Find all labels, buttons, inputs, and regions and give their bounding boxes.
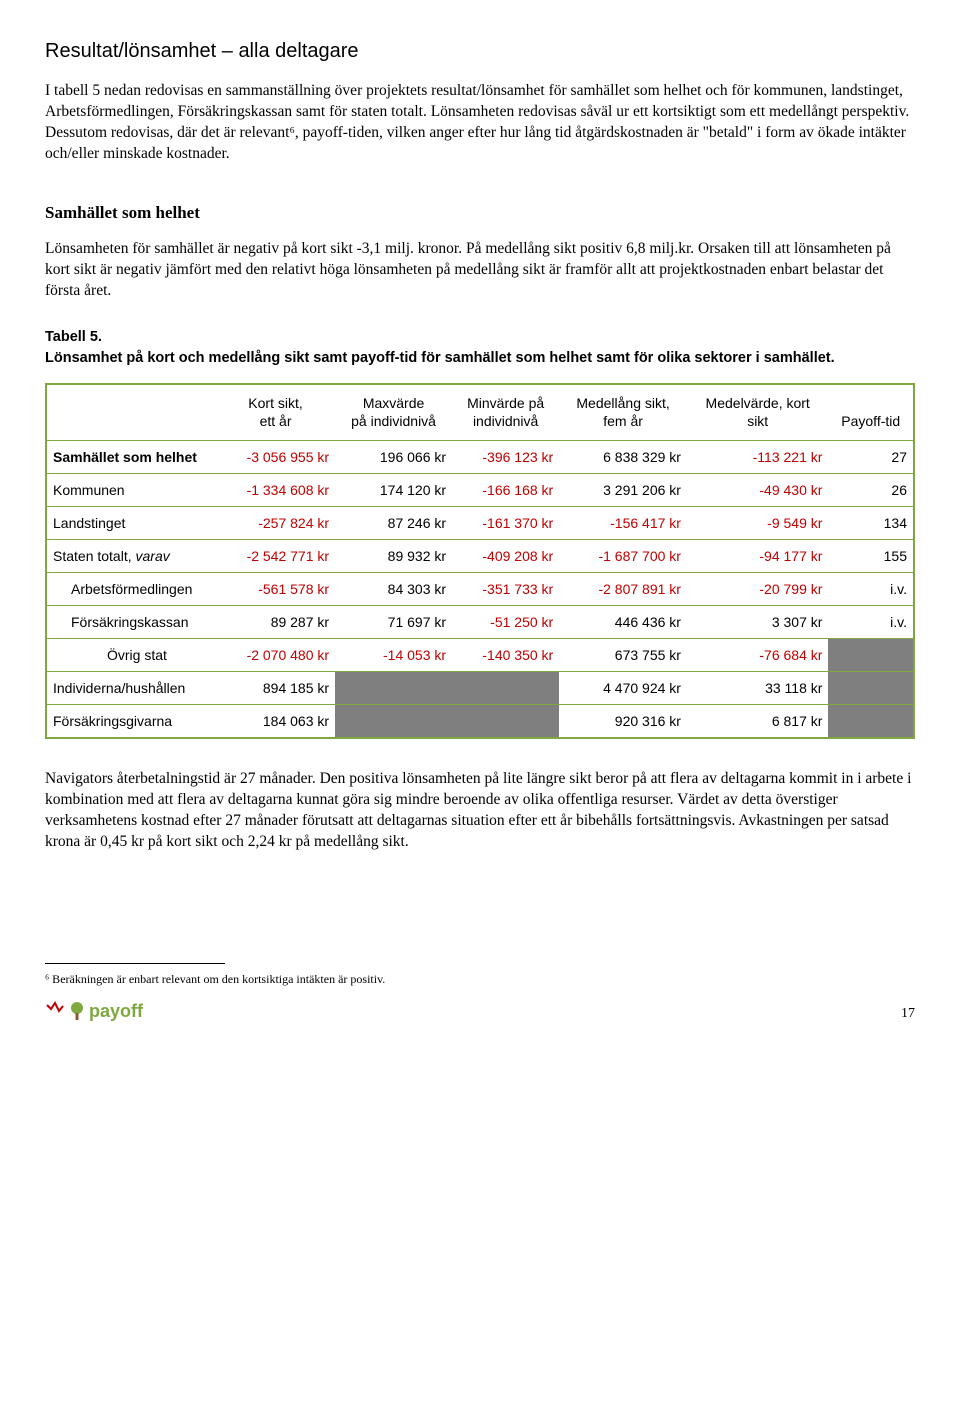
table-cell: 6 838 329 kr <box>559 441 687 474</box>
table-cell: -9 549 kr <box>687 507 828 540</box>
table-cell: -166 168 kr <box>452 474 559 507</box>
table-row: Samhället som helhet-3 056 955 kr196 066… <box>46 441 914 474</box>
table-cell: -257 824 kr <box>216 507 335 540</box>
table-cell: 87 246 kr <box>335 507 452 540</box>
table-cell <box>335 672 452 705</box>
table-cell: -113 221 kr <box>687 441 828 474</box>
table-row: Arbetsförmedlingen-561 578 kr84 303 kr-3… <box>46 573 914 606</box>
closing-paragraph: Navigators återbetalningstid är 27 månad… <box>45 769 915 853</box>
table-row: Individerna/hushållen894 185 kr 4 470 924… <box>46 672 914 705</box>
profitability-table: Kort sikt,ett årMaxvärdepå individnivåMi… <box>45 383 915 739</box>
footnote-separator <box>45 963 225 964</box>
row-label: Försäkringskassan <box>46 606 216 639</box>
table-header-cell: Kort sikt,ett år <box>216 384 335 441</box>
table-cell: 196 066 kr <box>335 441 452 474</box>
table-cell <box>452 672 559 705</box>
table-cell: 6 817 kr <box>687 705 828 739</box>
table-row: Försäkringskassan89 287 kr71 697 kr-51 2… <box>46 606 914 639</box>
table-cell: -14 053 kr <box>335 639 452 672</box>
table-cell <box>335 705 452 739</box>
payoff-logo: payoff <box>45 1001 143 1022</box>
row-label: Arbetsförmedlingen <box>46 573 216 606</box>
table-cell: -51 250 kr <box>452 606 559 639</box>
table-cell: -76 684 kr <box>687 639 828 672</box>
table-cell: 89 287 kr <box>216 606 335 639</box>
table-body: Samhället som helhet-3 056 955 kr196 066… <box>46 441 914 739</box>
table-cell: -156 417 kr <box>559 507 687 540</box>
table-cell: -351 733 kr <box>452 573 559 606</box>
subsection-paragraph: Lönsamheten för samhället är negativ på … <box>45 239 915 302</box>
intro-paragraph: I tabell 5 nedan redovisas en sammanstäl… <box>45 81 915 165</box>
table-cell: -49 430 kr <box>687 474 828 507</box>
table-row: Försäkringsgivarna184 063 kr 920 316 kr6 … <box>46 705 914 739</box>
table-header-cell: Minvärde påindividnivå <box>452 384 559 441</box>
row-label: Individerna/hushållen <box>46 672 216 705</box>
tree-icon <box>69 1001 85 1021</box>
table-cell: 4 470 924 kr <box>559 672 687 705</box>
table-row: Kommunen-1 334 608 kr174 120 kr-166 168 … <box>46 474 914 507</box>
table-header-cell: Medellång sikt,fem år <box>559 384 687 441</box>
logo-text: payoff <box>89 1001 143 1022</box>
table-cell: -396 123 kr <box>452 441 559 474</box>
table-cell: -140 350 kr <box>452 639 559 672</box>
table-cell: -1 334 608 kr <box>216 474 335 507</box>
table-row: Landstinget-257 824 kr87 246 kr-161 370 … <box>46 507 914 540</box>
table-cell: 27 <box>828 441 914 474</box>
section-heading: Resultat/lönsamhet – alla deltagare <box>45 40 915 63</box>
table-caption: Lönsamhet på kort och medellång sikt sam… <box>45 349 915 369</box>
table-cell: 3 291 206 kr <box>559 474 687 507</box>
subsection-heading: Samhället som helhet <box>45 203 915 223</box>
table-header-cell: Medelvärde, kortsikt <box>687 384 828 441</box>
row-label: Kommunen <box>46 474 216 507</box>
table-cell: 155 <box>828 540 914 573</box>
table-cell: -2 807 891 kr <box>559 573 687 606</box>
table-cell: -3 056 955 kr <box>216 441 335 474</box>
table-cell <box>828 672 914 705</box>
footnote-text: ⁶ Beräkningen är enbart relevant om den … <box>45 972 915 987</box>
table-cell: -409 208 kr <box>452 540 559 573</box>
table-cell: -1 687 700 kr <box>559 540 687 573</box>
table-row: Övrig stat-2 070 480 kr-14 053 kr-140 35… <box>46 639 914 672</box>
table-header-row: Kort sikt,ett årMaxvärdepå individnivåMi… <box>46 384 914 441</box>
table-cell: -161 370 kr <box>452 507 559 540</box>
table-cell: 26 <box>828 474 914 507</box>
table-cell: 446 436 kr <box>559 606 687 639</box>
table-header-cell: Payoff-tid <box>828 384 914 441</box>
table-cell: 71 697 kr <box>335 606 452 639</box>
table-cell: -561 578 kr <box>216 573 335 606</box>
table-label: Tabell 5. <box>45 329 915 345</box>
table-cell: 184 063 kr <box>216 705 335 739</box>
table-cell: i.v. <box>828 573 914 606</box>
table-cell: 174 120 kr <box>335 474 452 507</box>
table-row: Staten totalt, varav-2 542 771 kr89 932 … <box>46 540 914 573</box>
table-cell: 134 <box>828 507 914 540</box>
table-header-cell: Maxvärdepå individnivå <box>335 384 452 441</box>
table-cell <box>452 705 559 739</box>
table-cell: 673 755 kr <box>559 639 687 672</box>
table-cell: 3 307 kr <box>687 606 828 639</box>
page-number: 17 <box>901 1006 915 1022</box>
row-label: Övrig stat <box>46 639 216 672</box>
row-label: Försäkringsgivarna <box>46 705 216 739</box>
table-cell: 84 303 kr <box>335 573 452 606</box>
table-cell: 33 118 kr <box>687 672 828 705</box>
table-cell: i.v. <box>828 606 914 639</box>
row-label: Staten totalt, varav <box>46 540 216 573</box>
table-cell: -2 070 480 kr <box>216 639 335 672</box>
table-cell: -20 799 kr <box>687 573 828 606</box>
table-header-cell <box>46 384 216 441</box>
row-label: Landstinget <box>46 507 216 540</box>
table-cell: 894 185 kr <box>216 672 335 705</box>
table-cell: -94 177 kr <box>687 540 828 573</box>
table-cell: -2 542 771 kr <box>216 540 335 573</box>
page-footer: payoff 17 <box>45 1001 915 1022</box>
table-cell: 920 316 kr <box>559 705 687 739</box>
table-cell: 89 932 kr <box>335 540 452 573</box>
stroke-icon <box>45 1001 65 1021</box>
table-cell <box>828 639 914 672</box>
table-cell <box>828 705 914 739</box>
row-label: Samhället som helhet <box>46 441 216 474</box>
